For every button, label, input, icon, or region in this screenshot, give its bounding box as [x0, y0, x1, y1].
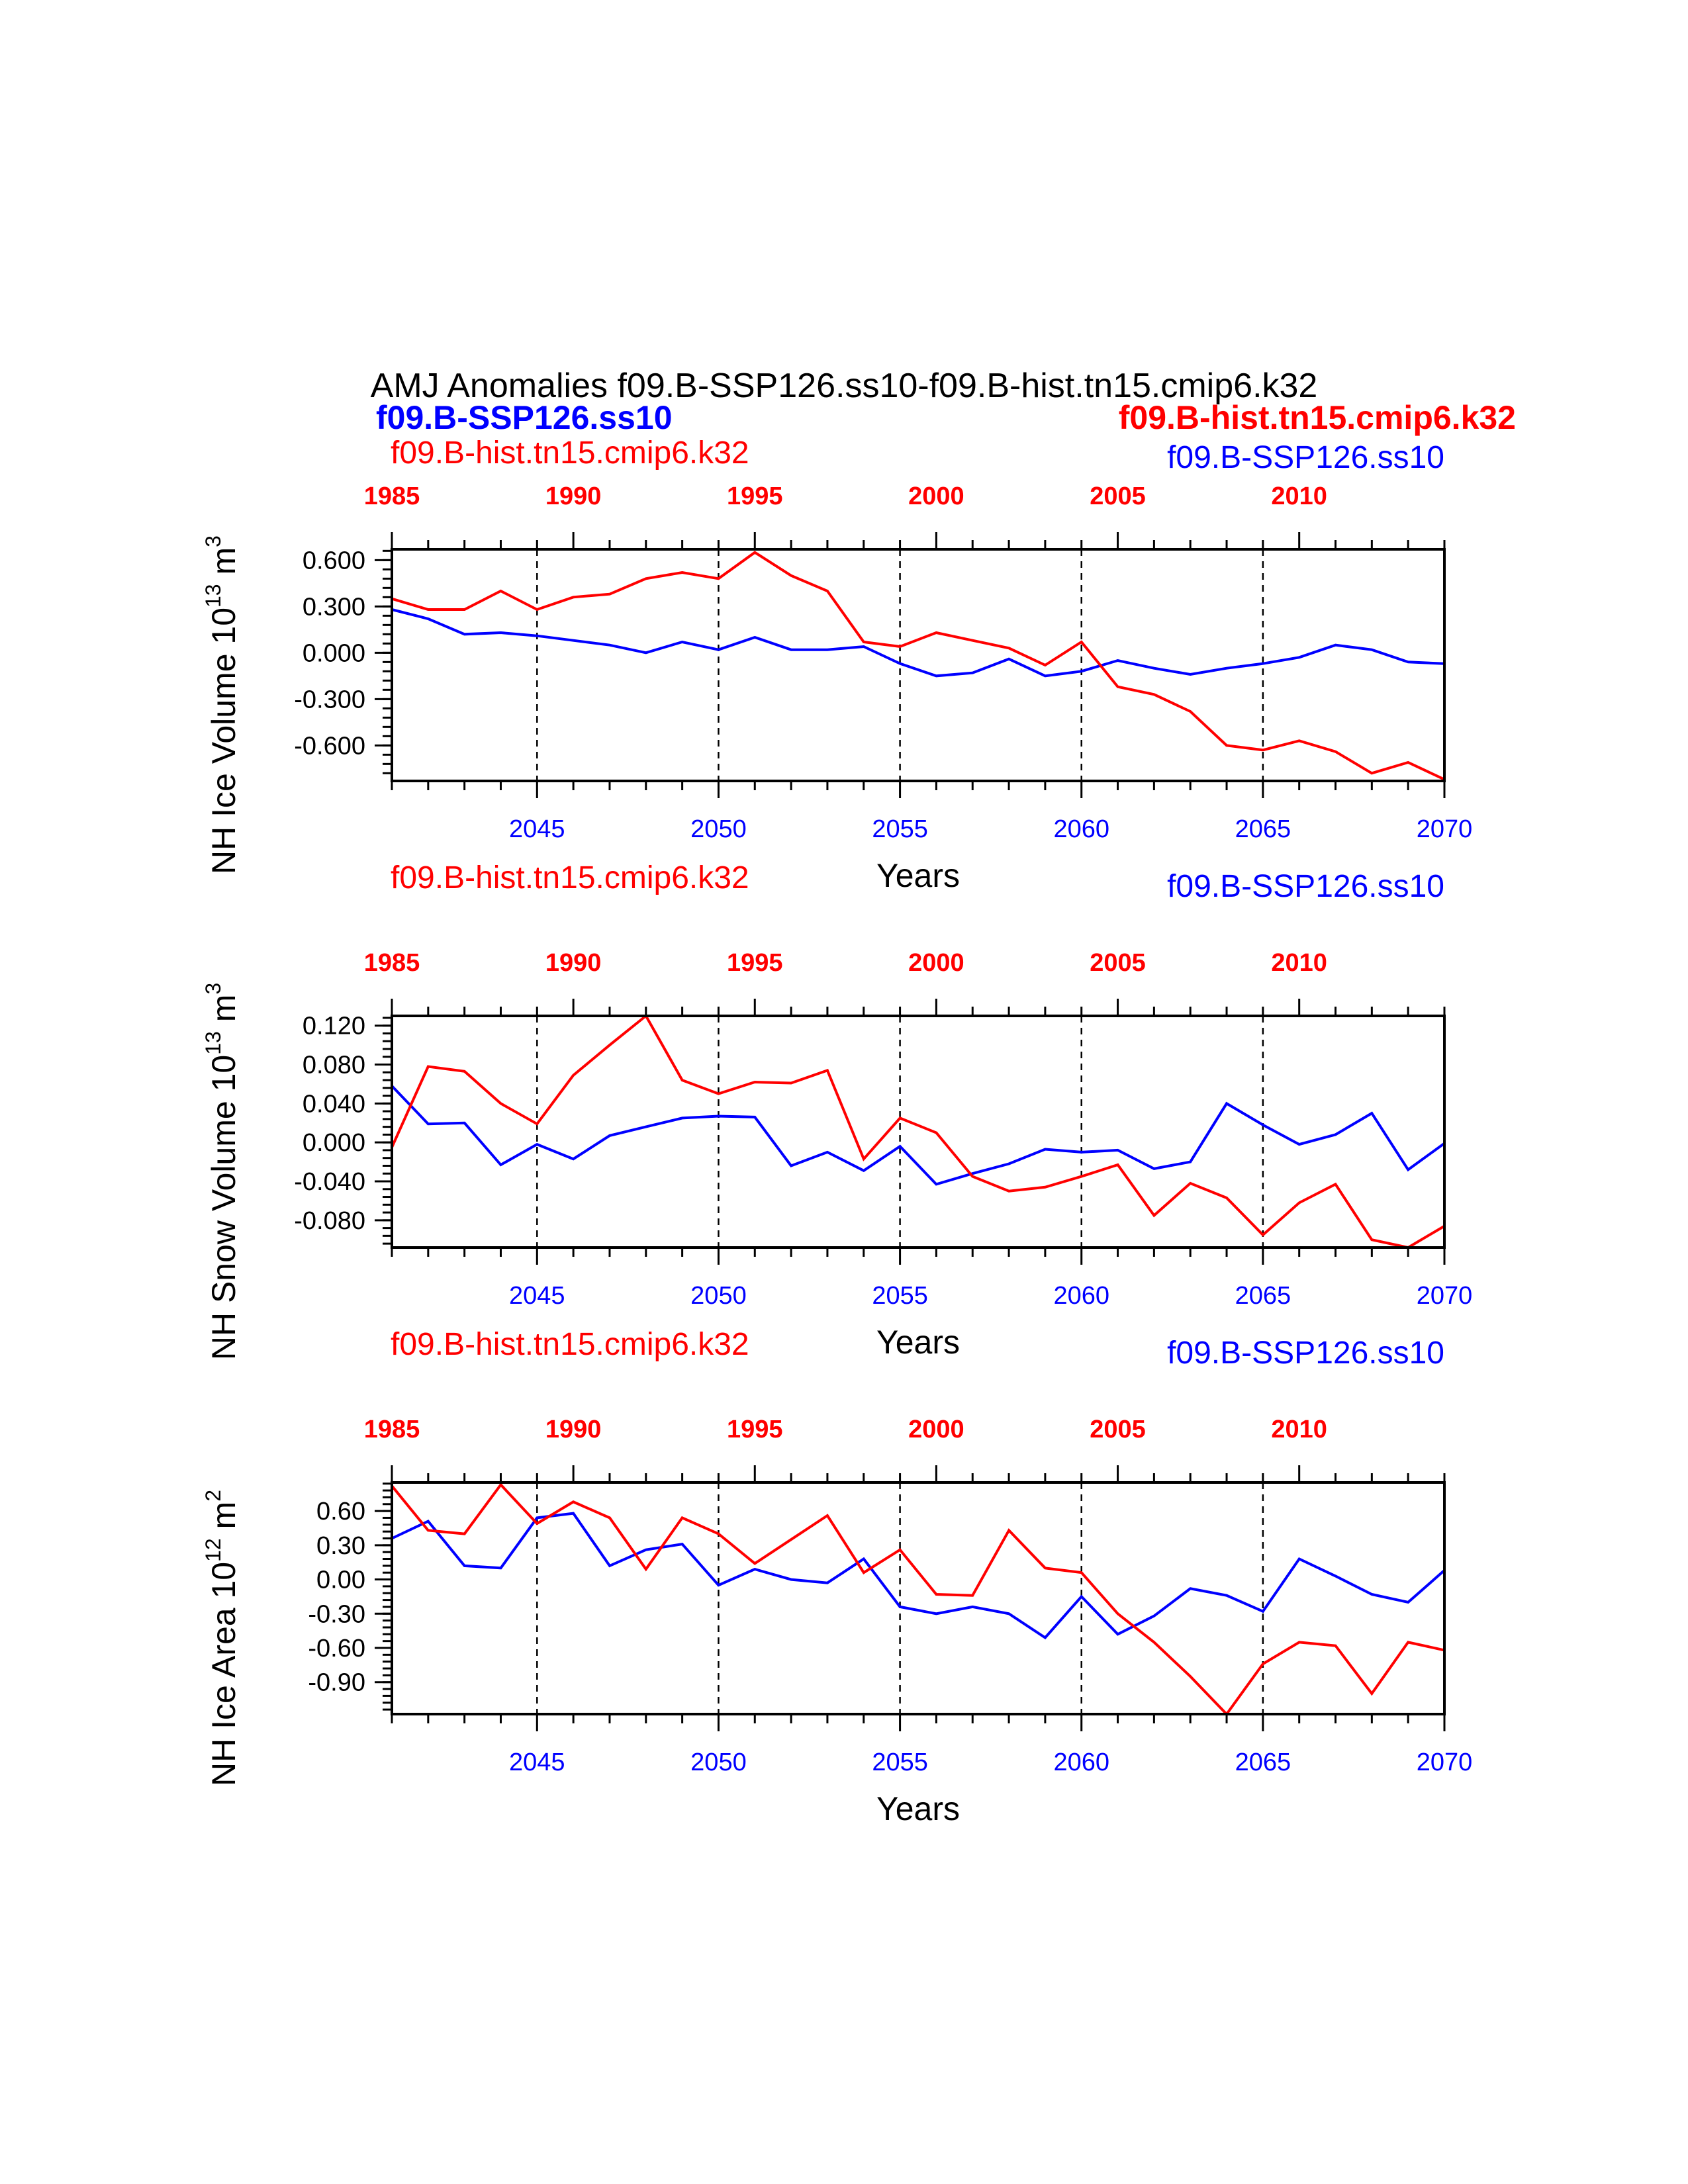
future-series-label: f09.B-SSP126.ss10: [1167, 440, 1444, 475]
bottom-tick-label: 2060: [1053, 1282, 1109, 1310]
y-tick-label: 0.120: [303, 1013, 365, 1040]
y-tick-label: 0.000: [303, 639, 365, 667]
future-case-label-bold: f09.B-SSP126.ss10: [376, 399, 673, 436]
y-axis-title: NH Snow Volume 1013 m3: [201, 983, 242, 1360]
hist-case-label-bold: f09.B-hist.tn15.cmip6.k32: [1119, 399, 1516, 436]
top-tick-label: 2005: [1090, 949, 1146, 977]
hist-series-label: f09.B-hist.tn15.cmip6.k32: [391, 860, 749, 895]
y-tick-label: 0.040: [303, 1090, 365, 1118]
bottom-tick-label: 2070: [1417, 1749, 1473, 1776]
y-tick-label: -0.080: [294, 1207, 365, 1235]
top-tick-label: 1995: [727, 1416, 783, 1443]
future-series-line: [391, 608, 1445, 678]
y-tick-label: 0.00: [316, 1567, 365, 1594]
top-tick-label: 1995: [727, 949, 783, 977]
hist-series-line: [391, 551, 1445, 781]
bottom-tick-label: 2050: [690, 815, 747, 843]
hist-series-line: [391, 1482, 1445, 1717]
y-axis-title: NH Ice Volume 1013 m3: [201, 535, 242, 874]
bottom-tick-label: 2050: [690, 1282, 747, 1310]
bottom-tick-label: 2050: [690, 1749, 747, 1776]
top-tick-label: 1985: [364, 949, 420, 977]
bottom-tick-label: 2070: [1417, 1282, 1473, 1310]
bottom-tick-label: 2055: [872, 1282, 928, 1310]
y-tick-label: 0.300: [303, 593, 365, 621]
bottom-tick-label: 2055: [872, 815, 928, 843]
bottom-tick-label: 2065: [1235, 1282, 1291, 1310]
hist-series-line: [391, 1013, 1446, 1250]
x-axis-title: Years: [876, 1790, 960, 1827]
bottom-tick-label: 2065: [1235, 815, 1291, 843]
plot-frame: [391, 548, 1446, 782]
y-axis-title: NH Ice Area 1012 m2: [201, 1490, 242, 1786]
x-axis-title: Years: [876, 1324, 960, 1361]
top-tick-label: 2010: [1271, 1416, 1327, 1443]
y-tick-label: -0.040: [294, 1168, 365, 1196]
hist-series-label: f09.B-hist.tn15.cmip6.k32: [391, 435, 749, 471]
bottom-tick-label: 2055: [872, 1749, 928, 1776]
plot-frame: [391, 1481, 1446, 1715]
top-tick-label: 1990: [545, 482, 602, 510]
y-tick-label: -0.300: [294, 686, 365, 713]
future-series-label: f09.B-SSP126.ss10: [1167, 869, 1444, 904]
chart-panel-2: f09.B-hist.tn15.cmip6.k32 f09.B-SSP126.ss…: [201, 860, 1472, 1361]
top-tick-label: 1985: [364, 482, 420, 510]
top-tick-label: 1990: [545, 1416, 602, 1443]
chart-panel-3: f09.B-hist.tn15.cmip6.k32 f09.B-SSP126.ss…: [201, 1327, 1472, 1827]
bottom-tick-label: 2060: [1053, 815, 1109, 843]
y-tick-label: 0.000: [303, 1129, 365, 1157]
top-tick-label: 2005: [1090, 1416, 1146, 1443]
future-series-line: [391, 1085, 1446, 1186]
plot-frame: [391, 1015, 1446, 1249]
y-tick-label: -0.60: [308, 1635, 365, 1662]
y-tick-label: 0.080: [303, 1052, 365, 1079]
panels-group: f09.B-hist.tn15.cmip6.k32 f09.B-SSP126.ss…: [201, 435, 1472, 1827]
figure-title: AMJ Anomalies f09.B-SSP126.ss10-f09.B-hi…: [371, 367, 1318, 405]
bottom-tick-label: 2060: [1053, 1749, 1109, 1776]
y-tick-label: -0.90: [308, 1669, 365, 1697]
top-tick-label: 1990: [545, 949, 602, 977]
y-tick-label: 0.60: [316, 1498, 365, 1525]
top-tick-label: 1995: [727, 482, 783, 510]
top-tick-label: 2010: [1271, 949, 1327, 977]
hist-series-label: f09.B-hist.tn15.cmip6.k32: [391, 1327, 749, 1362]
bottom-tick-label: 2070: [1417, 815, 1473, 843]
future-series-line: [391, 1512, 1446, 1640]
y-tick-label: -0.30: [308, 1600, 365, 1628]
top-tick-label: 2005: [1090, 482, 1146, 510]
future-series-label: f09.B-SSP126.ss10: [1167, 1336, 1444, 1371]
top-tick-label: 2000: [908, 949, 964, 977]
y-tick-label: 0.30: [316, 1532, 365, 1560]
y-tick-label: 0.600: [303, 547, 365, 574]
bottom-tick-label: 2065: [1235, 1749, 1291, 1776]
chart-panel-1: f09.B-hist.tn15.cmip6.k32 f09.B-SSP126.ss…: [201, 435, 1472, 894]
top-tick-label: 2000: [908, 482, 964, 510]
top-tick-label: 2010: [1271, 482, 1327, 510]
bottom-tick-label: 2045: [509, 815, 565, 843]
bottom-tick-label: 2045: [509, 1282, 565, 1310]
x-axis-title: Years: [876, 857, 960, 894]
y-tick-label: -0.600: [294, 732, 365, 760]
top-tick-label: 2000: [908, 1416, 964, 1443]
top-tick-label: 1985: [364, 1416, 420, 1443]
bottom-tick-label: 2045: [509, 1749, 565, 1776]
